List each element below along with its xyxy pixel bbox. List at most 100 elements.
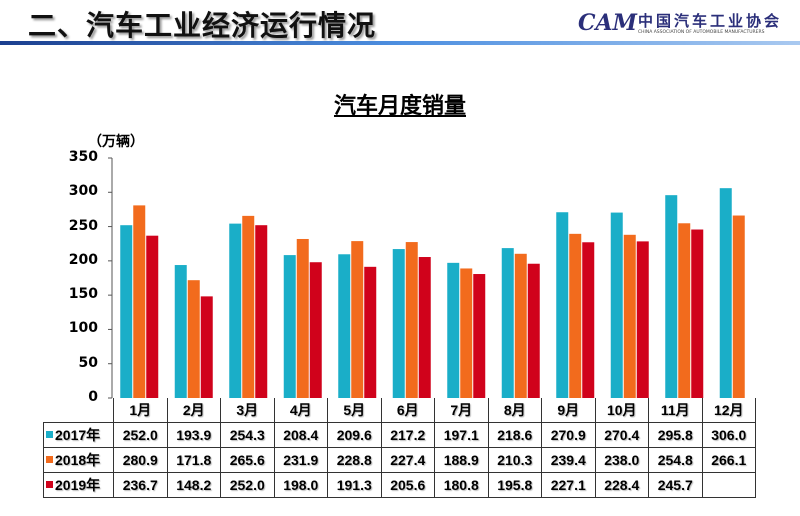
data-label: 191.3 xyxy=(327,472,382,498)
data-label: 228.4 xyxy=(594,472,649,498)
legend-label: 2017年 xyxy=(55,427,101,443)
data-label: 227.1 xyxy=(541,472,596,498)
data-table: 1月 2月 3月 4月 5月 6月 7月 8月 9月 10月 11月 12月 2017年 252.0 193… xyxy=(43,398,756,498)
data-label: 270.4 xyxy=(594,422,649,448)
x-tick-label: 12月 xyxy=(701,398,756,423)
x-tick-label: 10月 xyxy=(594,398,649,423)
bar-2019年-7月 xyxy=(473,274,486,398)
x-tick-label: 9月 xyxy=(541,398,596,423)
y-tick-label: 200 xyxy=(68,251,98,268)
data-label: 239.4 xyxy=(541,447,596,473)
logo-en-text: CHINA ASSOCIATION OF AUTOMOBILE MANUFACT… xyxy=(638,30,765,35)
bar-2017年-10月 xyxy=(610,212,623,398)
bar-2019年-2月 xyxy=(200,296,213,398)
data-label: 306.0 xyxy=(701,422,756,448)
data-label: 205.6 xyxy=(380,472,435,498)
bar-2019年-4月 xyxy=(309,262,322,398)
x-tick-label: 4月 xyxy=(273,398,328,423)
data-label: 295.8 xyxy=(648,422,703,448)
bar-2017年-8月 xyxy=(501,248,514,398)
bar-2019年-6月 xyxy=(418,257,431,398)
legend-swatch xyxy=(46,481,53,488)
x-tick-label: 11月 xyxy=(648,398,703,423)
data-label: 208.4 xyxy=(273,422,328,448)
data-label: 266.1 xyxy=(701,447,756,473)
data-label: 210.3 xyxy=(487,447,542,473)
table-row: 2018年 280.9 171.8 265.6 231.9 228.8 227.4 188.9… xyxy=(43,447,756,473)
bar-2019年-9月 xyxy=(582,242,595,398)
chart-title: 汽车月度销量 xyxy=(0,88,800,120)
data-label: 148.2 xyxy=(166,472,221,498)
data-label: 180.8 xyxy=(434,472,489,498)
legend-entry: 2017年 xyxy=(43,422,114,448)
bar-2018年-6月 xyxy=(405,242,418,398)
data-label: 252.0 xyxy=(113,422,168,448)
bar-2017年-4月 xyxy=(283,255,296,398)
data-label: 193.9 xyxy=(166,422,221,448)
logo-mark: CAM xyxy=(578,10,637,36)
bar-2019年-8月 xyxy=(527,263,540,398)
data-label: 209.6 xyxy=(327,422,382,448)
legend-swatch xyxy=(46,456,53,463)
y-tick-label: 350 xyxy=(68,149,98,165)
y-tick-label: 250 xyxy=(68,217,98,234)
data-label: 218.6 xyxy=(487,422,542,448)
bar-2018年-11月 xyxy=(678,223,691,398)
y-tick-label: 100 xyxy=(68,320,98,337)
data-label: 231.9 xyxy=(273,447,328,473)
bar-2019年-10月 xyxy=(636,241,649,398)
x-tick-label: 1月 xyxy=(113,398,168,423)
data-label: 236.7 xyxy=(113,472,168,498)
data-label: 198.0 xyxy=(273,472,328,498)
logo-cn-text: 中国汽车工业协会 xyxy=(638,12,783,30)
data-label: 245.7 xyxy=(648,472,703,498)
bar-2017年-9月 xyxy=(556,212,569,398)
data-label: 197.1 xyxy=(434,422,489,448)
bar-2017年-3月 xyxy=(229,223,242,398)
slide-title: 二、汽车工业经济运行情况 xyxy=(28,9,377,42)
bar-2017年-11月 xyxy=(665,195,678,398)
bar-2018年-9月 xyxy=(569,233,582,398)
data-label: 195.8 xyxy=(487,472,542,498)
data-label: 254.3 xyxy=(220,422,275,448)
data-label: 171.8 xyxy=(166,447,221,473)
x-tick-label: 6月 xyxy=(380,398,435,423)
data-label: 238.0 xyxy=(594,447,649,473)
x-tick-label: 3月 xyxy=(220,398,275,423)
bar-2019年-3月 xyxy=(255,225,268,398)
bar-2018年-2月 xyxy=(187,280,200,398)
bar-2018年-12月 xyxy=(732,215,745,398)
legend-entry: 2019年 xyxy=(43,472,114,498)
bar-2017年-7月 xyxy=(447,262,460,398)
x-tick-label: 8月 xyxy=(487,398,542,423)
bar-2018年-10月 xyxy=(623,234,636,398)
data-label: 280.9 xyxy=(113,447,168,473)
caam-logo: CAM 中国汽车工业协会 CHINA ASSOCIATION OF AUTOMO… xyxy=(578,8,793,38)
chart-title-text: 汽车月度销量 xyxy=(333,94,466,119)
table-row: 2019年 236.7 148.2 252.0 198.0 191.3 205.6 180.8… xyxy=(43,472,756,498)
y-tick-label: 150 xyxy=(68,286,98,303)
table-row: 2017年 252.0 193.9 254.3 208.4 209.6 217.2 197.1… xyxy=(43,422,756,448)
bar-2019年-1月 xyxy=(146,235,159,398)
data-label xyxy=(701,472,756,498)
y-tick-label: 300 xyxy=(68,183,98,200)
legend-label: 2018年 xyxy=(55,452,101,468)
y-axis-unit: （万辆） xyxy=(88,134,144,150)
legend-swatch xyxy=(46,431,53,438)
table-corner xyxy=(43,398,114,423)
x-tick-label: 7月 xyxy=(434,398,489,423)
data-label: 252.0 xyxy=(220,472,275,498)
data-label: 227.4 xyxy=(380,447,435,473)
bar-2018年-5月 xyxy=(351,241,364,398)
data-label: 228.8 xyxy=(327,447,382,473)
bar-2018年-1月 xyxy=(133,205,146,398)
y-tick-label: 0 xyxy=(88,389,98,405)
data-label: 188.9 xyxy=(434,447,489,473)
bar-2017年-12月 xyxy=(719,188,732,398)
data-label: 217.2 xyxy=(380,422,435,448)
data-label: 270.9 xyxy=(541,422,596,448)
bar-2017年-6月 xyxy=(392,249,405,398)
data-label: 254.8 xyxy=(648,447,703,473)
x-tick-label: 5月 xyxy=(327,398,382,423)
